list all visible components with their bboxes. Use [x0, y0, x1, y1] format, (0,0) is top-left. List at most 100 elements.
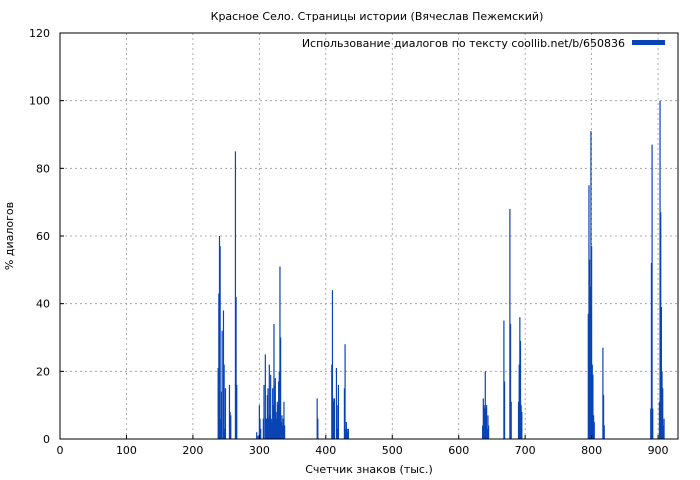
bar [274, 378, 276, 439]
bar [592, 374, 594, 439]
bar [283, 401, 285, 439]
bar [509, 208, 511, 439]
bar [486, 428, 488, 439]
bar [266, 418, 268, 439]
bar [482, 425, 484, 439]
bar [264, 354, 266, 439]
bar [269, 415, 271, 439]
bar [589, 259, 591, 439]
bar [503, 381, 506, 439]
bar [509, 323, 512, 439]
bar [486, 405, 488, 439]
bar [262, 418, 264, 439]
x-axis-label: Счетчик знаков (тыс.) [305, 463, 433, 476]
x-tick-label: 100 [116, 444, 137, 457]
y-tick-label: 40 [36, 298, 50, 311]
axis-ticks: 0 100 200 300 400 500 600 700 800 900 0 20 40 60 80 100… [29, 27, 669, 457]
legend: Использование диалогов по тексту coollib… [302, 37, 665, 50]
x-tick-label: 600 [448, 444, 469, 457]
bar [228, 384, 231, 439]
bar [277, 405, 279, 439]
bar [337, 384, 340, 439]
bar [483, 405, 485, 439]
bar [219, 246, 221, 439]
bar [336, 405, 338, 439]
bar [272, 388, 274, 439]
bar [591, 246, 593, 439]
bar [603, 425, 605, 439]
bar [267, 388, 269, 439]
x-tick-label: 400 [315, 444, 336, 457]
bar [663, 418, 665, 439]
bar [235, 296, 237, 439]
bar [282, 418, 284, 439]
bar [344, 344, 346, 439]
bar [485, 408, 487, 439]
bar [346, 428, 348, 439]
bar [602, 395, 605, 439]
bar [273, 323, 275, 439]
bar [280, 337, 282, 439]
bar [222, 310, 225, 439]
bar [484, 408, 486, 439]
bar [593, 415, 595, 439]
y-tick-label: 120 [29, 27, 50, 40]
bar [660, 212, 662, 439]
bar [317, 418, 319, 439]
y-axis-label: % диалогов [3, 202, 16, 270]
bar [224, 428, 226, 439]
bar-series [217, 100, 665, 440]
x-tick-label: 700 [515, 444, 536, 457]
bar [587, 313, 589, 439]
bar [662, 425, 664, 439]
bar [278, 381, 280, 439]
bar [593, 422, 595, 439]
bar [484, 371, 486, 439]
bar [520, 405, 522, 439]
bar [274, 384, 276, 439]
bar [257, 435, 259, 439]
bar [650, 263, 653, 439]
bar [332, 398, 334, 439]
bar [263, 384, 265, 439]
bar [280, 422, 282, 439]
x-tick-label: 200 [182, 444, 203, 457]
bar [347, 428, 349, 439]
chart-title: Красное Село. Страницы истории (Вячеслав… [211, 10, 544, 23]
bar [281, 415, 283, 439]
bar [220, 418, 222, 439]
bar [651, 144, 653, 439]
bar [265, 418, 267, 439]
bar [347, 432, 349, 439]
bar [279, 266, 281, 439]
bar [270, 374, 272, 439]
x-tick-label: 900 [648, 444, 669, 457]
bar [521, 411, 523, 439]
bar [236, 384, 238, 439]
bar [282, 425, 284, 439]
bar [256, 432, 258, 439]
bar [591, 364, 593, 439]
bar [268, 418, 270, 439]
bar [345, 428, 347, 439]
bar [659, 100, 661, 440]
bar [337, 428, 339, 439]
bar [217, 367, 219, 439]
bar [518, 364, 520, 439]
bar [662, 388, 664, 439]
y-tick-label: 80 [36, 162, 50, 175]
bar [503, 320, 505, 439]
bar [510, 401, 512, 439]
bar [652, 408, 654, 439]
bar [343, 388, 346, 439]
bar [331, 290, 334, 439]
bar [218, 293, 220, 439]
y-tick-label: 60 [36, 230, 50, 243]
bar [658, 401, 660, 439]
bar [590, 131, 592, 439]
bar [316, 398, 318, 439]
bar [333, 398, 336, 439]
bar [218, 236, 221, 439]
bar [519, 317, 521, 439]
